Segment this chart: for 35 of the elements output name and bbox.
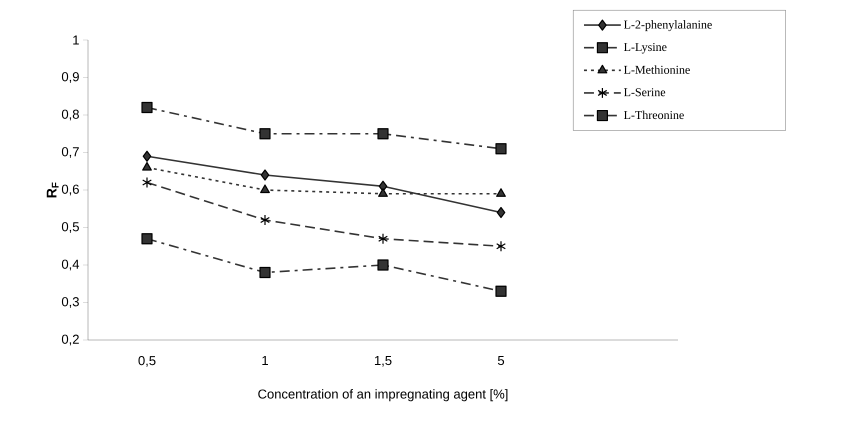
y-tick-label: 1 (73, 36, 79, 44)
y-tick-label: 0,9 (62, 72, 79, 83)
point (142, 150, 152, 162)
y-tick-label: 0,7 (62, 147, 79, 158)
point (378, 188, 388, 197)
point (495, 143, 507, 154)
legend-label: L-Threonine (624, 110, 684, 120)
point (496, 188, 506, 197)
point (495, 286, 507, 297)
y-tick-label: 0,8 (62, 110, 79, 120)
y-tick-label: 0,5 (62, 222, 79, 233)
point (377, 128, 389, 140)
point (377, 259, 389, 271)
x-tick-label: 5 (498, 356, 504, 366)
point (260, 184, 270, 194)
point (260, 169, 270, 181)
point (141, 233, 153, 244)
point (259, 128, 271, 140)
point (496, 206, 506, 218)
x-tick-label: 1 (262, 356, 268, 365)
x-tick-label: 1,5 (374, 356, 392, 367)
point (259, 266, 271, 278)
x-tick-label: 0,5 (138, 356, 156, 367)
y-tick-label: 0,3 (62, 297, 79, 308)
legend-label: L-Serine (624, 88, 666, 96)
legend-label: L-2-phenylalanine (624, 20, 712, 32)
y-tick-label: 0,6 (62, 184, 79, 196)
legend-label: L-Lysine (624, 42, 667, 54)
point (142, 162, 152, 171)
y-tick-label: 0,2 (62, 334, 79, 346)
x-axis-title: Concentration of an impregnating agent [%] (258, 389, 508, 402)
y-axis-title: R$_{F}$ (46, 182, 59, 198)
y-tick-label: 0,4 (62, 260, 80, 270)
point (141, 102, 153, 114)
legend-label: L-Methionine (624, 65, 690, 74)
